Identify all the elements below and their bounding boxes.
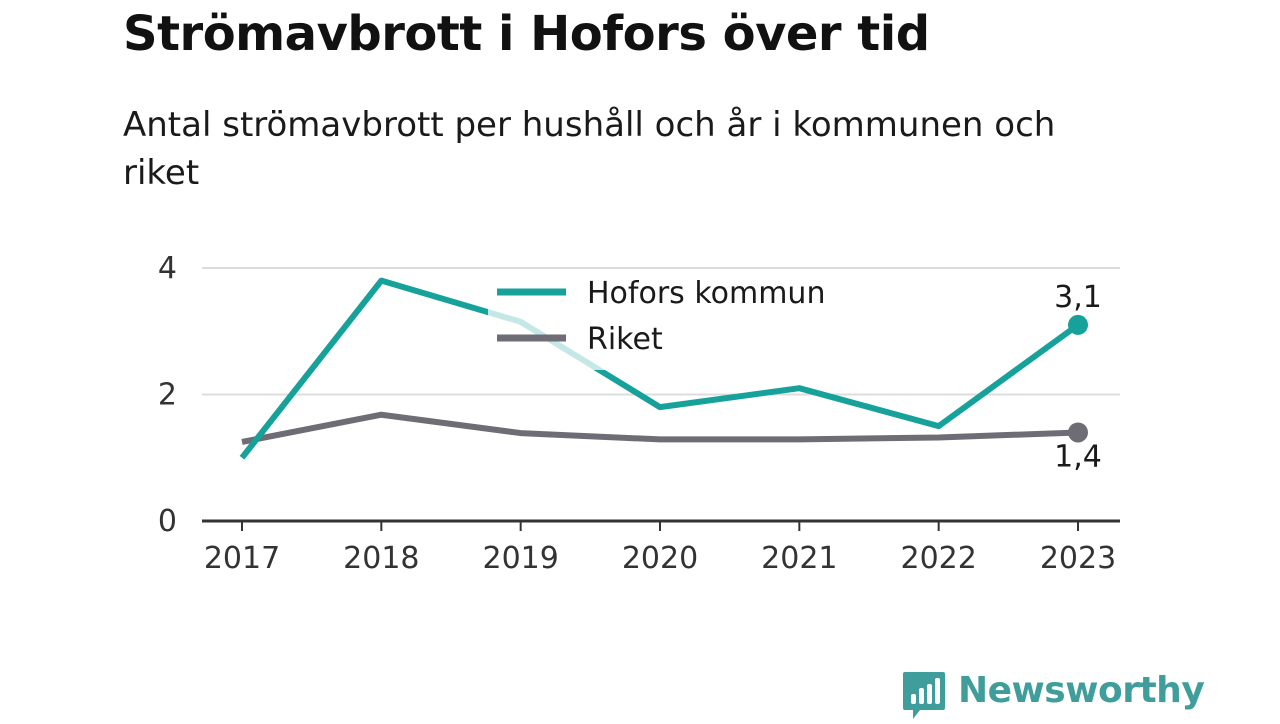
x-axis: 2017 2018 2019 2020 2021 2022 2023	[202, 519, 1120, 576]
end-value-label: 1,4	[1054, 439, 1102, 474]
end-point-marker	[1068, 314, 1088, 335]
series-lines	[239, 277, 1080, 460]
grid-lines	[202, 267, 1120, 396]
series-line-riket	[241, 411, 1079, 445]
x-tick-label: 2019	[482, 541, 558, 576]
end-point-marker	[1068, 422, 1088, 443]
brand-logo: Newsworthy	[902, 670, 1205, 720]
legend-background	[488, 270, 834, 370]
legend-label: Riket	[587, 322, 663, 357]
y-tick-label: 4	[158, 251, 177, 286]
chart-subtitle: Antal strömavbrott per hushåll och år i …	[123, 105, 1056, 193]
end-value-label: 3,1	[1054, 280, 1102, 315]
x-tick-label: 2017	[204, 541, 280, 576]
series-line-hofors-kommun	[239, 277, 1080, 460]
newsworthy-logo-icon	[903, 672, 945, 719]
data-labels: 3,1 1,4	[1054, 280, 1102, 475]
y-axis-ticks: 0 2 4	[158, 251, 177, 539]
x-tick-label: 2023	[1040, 541, 1116, 576]
x-tick-label: 2018	[343, 541, 419, 576]
x-tick-label: 2020	[622, 541, 698, 576]
brand-name: Newsworthy	[958, 670, 1205, 711]
chart-title: Strömavbrott i Hofors över tid	[123, 6, 930, 62]
legend: Hofors kommun Riket	[488, 270, 834, 370]
legend-label: Hofors kommun	[587, 276, 825, 311]
x-tick-label: 2021	[761, 541, 837, 576]
x-tick-label: 2022	[900, 541, 976, 576]
y-tick-label: 0	[158, 504, 177, 539]
y-tick-label: 2	[158, 378, 177, 413]
